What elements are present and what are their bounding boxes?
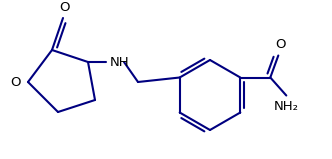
Text: O: O: [11, 76, 21, 89]
Text: O: O: [60, 1, 70, 14]
Text: NH: NH: [110, 55, 129, 69]
Text: O: O: [275, 38, 286, 52]
Text: NH₂: NH₂: [274, 100, 299, 114]
